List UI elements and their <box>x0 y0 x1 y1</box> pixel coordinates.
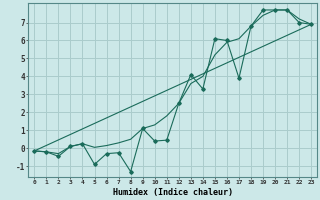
X-axis label: Humidex (Indice chaleur): Humidex (Indice chaleur) <box>113 188 233 197</box>
